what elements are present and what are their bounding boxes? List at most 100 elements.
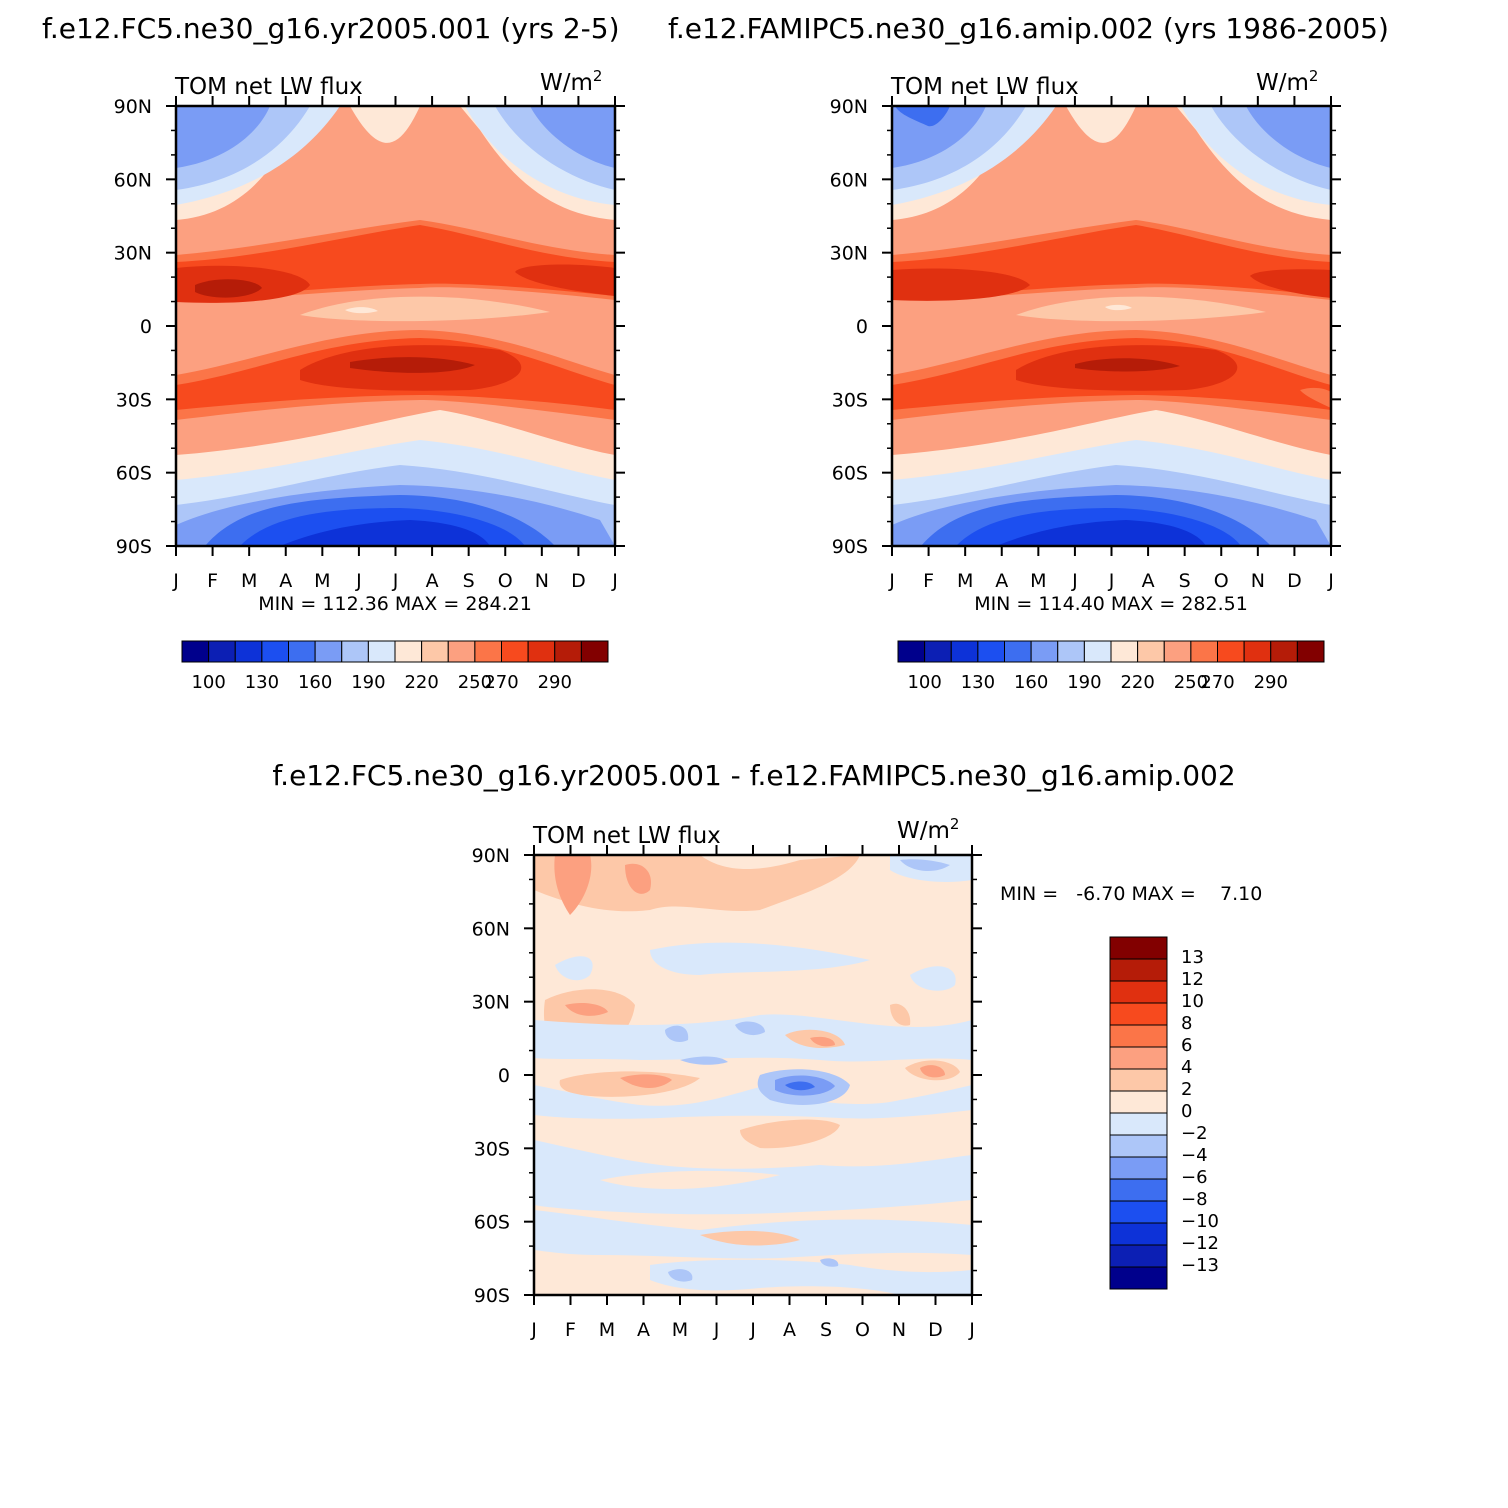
colorbar-swatch [261,640,289,663]
colorbar-swatch [1270,640,1298,663]
panel-3-units: W/m2 [897,815,959,844]
y-tick-label: 90S [116,536,152,558]
y-tick-label: 0 [856,316,868,338]
x-tick-label: M [314,570,330,592]
y-tick-label: 0 [140,316,152,338]
colorbar-swatch [1057,640,1085,663]
colorbar-swatch [1109,1156,1168,1180]
colorbar-swatch [977,640,1005,663]
y-tick-label: 60N [114,169,152,191]
y-tick-label: 30S [474,1138,510,1160]
colorbar-label: 130 [245,672,279,693]
x-tick-label: O [498,570,513,592]
y-tick-label: 0 [498,1065,510,1087]
colorbar-swatch [1083,640,1112,663]
colorbar-label: 6 [1181,1035,1192,1056]
colorbar-swatch [501,640,529,663]
colorbar-label: −13 [1181,1255,1219,1276]
colorbar-swatch [367,640,396,663]
panel-3: f.e12.FC5.ne30_g16.yr2005.001 - f.e12.FA… [272,759,1262,1341]
colorbar-swatch [1109,1024,1168,1048]
y-tick-label: 90N [114,96,152,118]
y-tick-label: 30N [472,992,510,1014]
panel-2: f.e12.FAMIPC5.ne30_g16.amip.002 (yrs 198… [668,12,1389,693]
colorbar-swatch [527,640,556,663]
colorbar-swatch [1030,640,1059,663]
panel-2-var-label: TOM net LW flux [890,74,1079,100]
colorbar-swatch [897,640,926,663]
colorbar-label: 270 [484,672,518,693]
colorbar-label: 220 [404,672,438,693]
panel-2-yticks: 90N 60N 30N 0 30S 60S 90S [830,96,1341,558]
colorbar-swatch [1109,1222,1168,1246]
panel-1-var-label: TOM net LW flux [174,74,363,100]
x-tick-label: M [1030,570,1046,592]
x-tick-label: S [820,1319,832,1341]
y-tick-label: 30S [832,389,868,411]
colorbar-label: 100 [907,672,941,693]
x-tick-label: M [241,570,257,592]
panel-1-title: f.e12.FC5.ne30_g16.yr2005.001 (yrs 2-5) [42,12,620,45]
colorbar-swatch [1109,1112,1168,1136]
y-tick-label: 30S [116,389,152,411]
colorbar-label: −2 [1181,1123,1208,1144]
x-tick-label: J [713,1319,720,1341]
colorbar-swatch [1109,980,1168,1004]
colorbar-label: −6 [1181,1167,1208,1188]
colorbar-swatch [1296,640,1325,663]
x-tick-label: O [1214,570,1229,592]
x-tick-label: D [928,1319,943,1341]
colorbar-label: 160 [298,672,332,693]
x-tick-label: J [1108,570,1115,592]
x-tick-label: J [888,570,895,592]
colorbar-swatch [1110,640,1139,663]
x-tick-label: N [535,570,549,592]
colorbar-swatch [1109,1068,1168,1092]
colorbar-label: 270 [1200,672,1234,693]
x-tick-label: N [1251,570,1265,592]
colorbar-swatch [1243,640,1272,663]
x-tick-label: J [749,1319,756,1341]
x-tick-label: J [611,570,618,592]
x-tick-label: J [1071,570,1078,592]
panel-3-yticks: 90N 60N 30N 0 30S 60S 90S [472,845,982,1307]
panel-1: f.e12.FC5.ne30_g16.yr2005.001 (yrs 2-5) [42,12,625,693]
x-tick-label: J [968,1319,975,1341]
x-tick-label: D [571,570,586,592]
colorbar-label: 0 [1181,1101,1192,1122]
colorbar-label: 4 [1181,1057,1192,1078]
colorbar-swatch [1109,936,1168,960]
y-tick-label: 90S [832,536,868,558]
colorbar-label: 290 [538,672,572,693]
colorbar-swatch [1163,640,1192,663]
x-tick-label: A [995,570,1008,592]
colorbar-label: 100 [191,672,225,693]
colorbar-swatch [1137,640,1165,663]
colorbar-swatch [234,640,263,663]
colorbar-label: 10 [1181,991,1204,1012]
x-tick-label: S [463,570,475,592]
colorbar-label: −10 [1181,1211,1219,1232]
x-tick-label: J [355,570,362,592]
colorbar-label: 250 [1174,672,1208,693]
colorbar-swatch [1190,640,1218,663]
colorbar-label: 2 [1181,1079,1192,1100]
x-tick-label: F [923,570,934,592]
colorbar-label: 190 [1067,672,1101,693]
colorbar-label: 160 [1014,672,1048,693]
x-tick-label: A [426,570,439,592]
x-tick-label: J [530,1319,537,1341]
colorbar-swatch [341,640,369,663]
x-tick-label: M [957,570,973,592]
colorbar-swatch [447,640,476,663]
x-tick-label: J [392,570,399,592]
y-tick-label: 60N [830,169,868,191]
panel-1-minmax: MIN = 112.36 MAX = 284.21 [258,593,532,615]
colorbar-swatch [1109,1266,1168,1290]
colorbar-label: 13 [1181,947,1204,968]
colorbar-swatch [580,640,609,663]
colorbar-swatch [1109,1200,1168,1224]
